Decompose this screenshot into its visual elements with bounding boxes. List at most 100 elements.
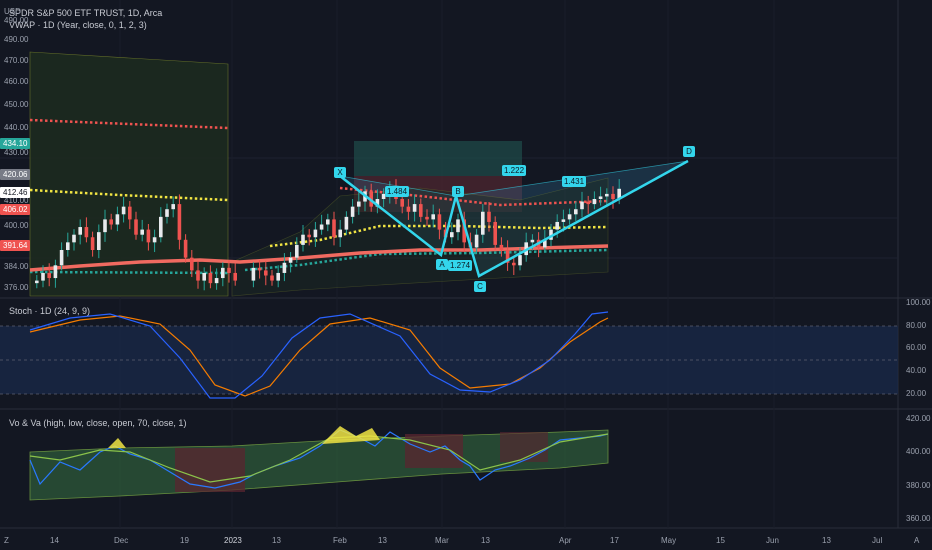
candle-body	[183, 239, 188, 258]
price-tag-target: 434.10	[0, 138, 31, 149]
time-tick: Dec	[114, 536, 129, 545]
ratio-label-bc: 1.274	[448, 260, 473, 271]
candle-body	[190, 257, 194, 271]
tz-button[interactable]: Z	[4, 536, 9, 545]
candle-body	[103, 219, 107, 233]
vwap-indicator-title[interactable]: VWAP · 1D (Year, close, 0, 1, 2, 3)	[9, 20, 147, 30]
candle-body	[257, 267, 262, 271]
vova-red-zone-3	[500, 432, 548, 462]
candle-body	[425, 216, 429, 220]
candle-body	[276, 272, 280, 281]
stoch-indicator-title[interactable]: Stoch · 1D (24, 9, 9)	[9, 306, 91, 316]
candle-body	[233, 272, 237, 281]
candle-body	[561, 219, 566, 222]
time-tick: Apr	[559, 536, 572, 545]
price-tick: 400.00	[4, 221, 29, 230]
time-tick: Jun	[766, 536, 779, 545]
price-tick: 410.00	[4, 196, 29, 205]
candle-body	[177, 204, 182, 240]
candle-body	[592, 199, 597, 205]
candle-body	[437, 214, 442, 230]
candle-body	[512, 262, 516, 266]
price-tick: 450.00	[4, 100, 29, 109]
vova-indicator-title[interactable]: Vo & Va (high, low, close, open, 70, clo…	[9, 418, 187, 428]
candle-body	[196, 270, 200, 281]
candle-body	[221, 267, 225, 279]
pattern-point-d[interactable]: D	[683, 146, 695, 157]
pattern-point-a[interactable]: A	[436, 259, 448, 270]
stoch-tick: 80.00	[906, 321, 927, 330]
candle-body	[301, 234, 305, 245]
candle-body	[543, 239, 547, 248]
candle-body	[319, 224, 324, 230]
candle-body	[499, 244, 504, 250]
time-tick: 13	[272, 536, 281, 545]
candle-body	[282, 262, 287, 273]
vova-yellow-fill-2	[322, 426, 380, 444]
candle-body	[115, 214, 120, 225]
pattern-point-c[interactable]: C	[474, 281, 486, 292]
candle-body	[159, 216, 163, 238]
time-tick: May	[661, 536, 677, 545]
candle-body	[288, 257, 293, 263]
candle-body	[35, 280, 39, 284]
candle-body	[580, 201, 584, 210]
auto-scale-button[interactable]: A	[914, 536, 920, 545]
candle-body	[605, 193, 609, 197]
candle-body	[90, 237, 95, 250]
candle-body	[462, 219, 466, 243]
candle-body	[264, 270, 268, 276]
candle-body	[165, 209, 169, 217]
vwap-mid-line-2023	[269, 224, 609, 248]
candle-body	[481, 211, 485, 235]
candle-body	[555, 221, 559, 230]
candle-body	[53, 265, 58, 279]
candle-body	[202, 272, 206, 281]
candle-body	[617, 188, 621, 199]
candle-body	[611, 193, 615, 199]
price-tick: 490.00	[4, 35, 29, 44]
candle-body	[375, 199, 380, 207]
stoch-d-line	[29, 315, 609, 397]
candle-body	[128, 206, 132, 220]
vova-tick: 400.00	[906, 447, 931, 456]
candle-body	[344, 216, 349, 230]
candle-body	[295, 244, 299, 258]
stoch-band	[0, 326, 898, 394]
vwap-lower-line-2022	[29, 270, 229, 275]
price-tag-last: 412.46	[0, 187, 31, 198]
candle-body	[474, 234, 479, 248]
ratio-label-ab: 1.484	[385, 186, 410, 197]
price-tick: 460.00	[4, 77, 29, 86]
candle-body	[450, 232, 454, 238]
time-tick: 14	[50, 536, 59, 545]
candle-body	[171, 204, 175, 210]
pattern-point-b[interactable]: B	[452, 186, 464, 197]
vova-envelope	[29, 429, 609, 501]
candle-body	[505, 250, 510, 263]
candle-body	[586, 201, 590, 205]
price-tick: 376.00	[4, 283, 29, 292]
candle-body	[146, 229, 151, 243]
time-tick: 17	[610, 536, 619, 545]
candle-body	[350, 206, 355, 217]
candle-body	[134, 219, 138, 235]
pattern-point-x[interactable]: X	[334, 167, 346, 178]
stoch-k-line	[29, 311, 609, 399]
candle-body	[598, 196, 603, 199]
time-tick: 13	[822, 536, 831, 545]
candle-body	[84, 227, 89, 238]
vova-yellow-fill-1	[108, 438, 126, 448]
pane-dividers	[0, 0, 932, 529]
symbol-title: SPDR S&P 500 ETF TRUST, 1D, Arca	[9, 8, 163, 18]
candle-body	[406, 206, 411, 212]
candle-body	[313, 229, 318, 238]
candle-body	[400, 199, 404, 207]
candle-body	[530, 239, 535, 243]
stoch-tick: 40.00	[906, 366, 927, 375]
candle-body	[326, 219, 330, 225]
vova-tick: 420.00	[906, 414, 931, 423]
candle-body	[332, 219, 336, 238]
candle-body	[567, 214, 572, 220]
